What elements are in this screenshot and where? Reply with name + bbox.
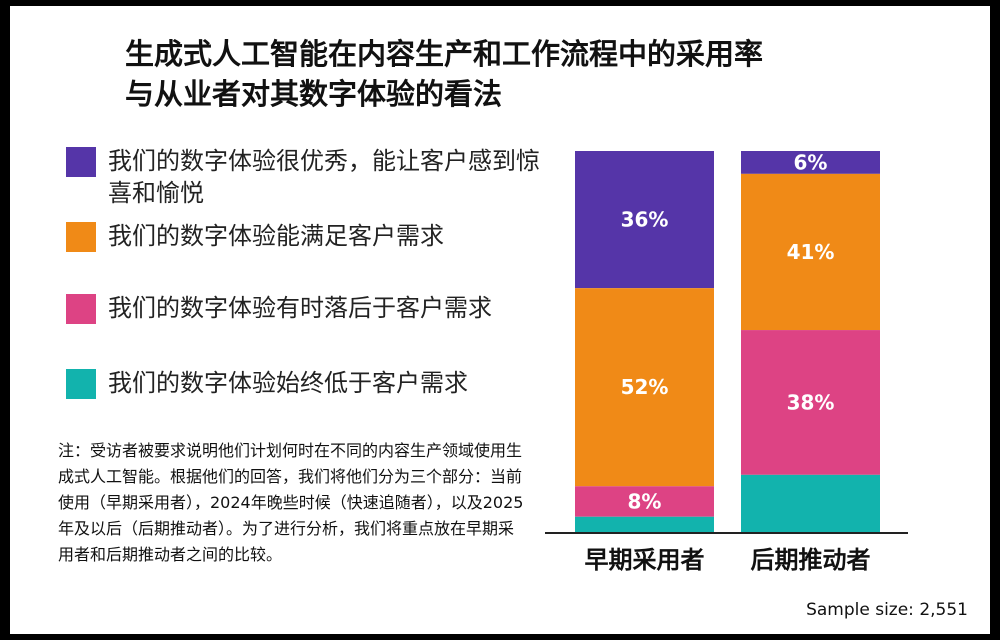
bar-segment xyxy=(575,516,714,532)
legend-label: 我们的数字体验始终低于客户需求 xyxy=(108,369,468,397)
footnote: 注：受访者被要求说明他们计划何时在不同的内容生产领域使用生成式人工智能。根据他们… xyxy=(58,441,524,564)
legend-item-excellent: 我们的数字体验很优秀，能让客户感到惊喜和愉悦 xyxy=(66,145,548,209)
legend-label: 我们的数字体验很优秀，能让客户感到惊喜和愉悦 xyxy=(108,147,540,207)
legend-swatch-orange xyxy=(66,222,96,252)
title-line-1: 生成式人工智能在内容生产和工作流程中的采用率 xyxy=(125,37,764,71)
bar-segment xyxy=(575,151,714,289)
category-label: 早期采用者 xyxy=(585,546,705,574)
bar-segment xyxy=(741,474,880,532)
data-label: 52% xyxy=(621,375,669,399)
data-label: 8% xyxy=(628,490,662,514)
title-line-2: 与从业者对其数字体验的看法 xyxy=(125,77,503,111)
legend-swatch-pink xyxy=(66,294,96,324)
legend-label: 我们的数字体验能满足客户需求 xyxy=(108,222,444,250)
sample-size: Sample size: 2,551 xyxy=(806,600,968,620)
data-label: 41% xyxy=(787,240,835,264)
category-label: 后期推动者 xyxy=(751,546,871,574)
bar-segment xyxy=(741,173,880,331)
data-label: 36% xyxy=(621,208,669,232)
legend-item-sometimes-behind: 我们的数字体验有时落后于客户需求 xyxy=(66,292,548,324)
legend-item-meets: 我们的数字体验能满足客户需求 xyxy=(66,220,548,252)
legend-item-always-below: 我们的数字体验始终低于客户需求 xyxy=(66,367,548,399)
bar-segment xyxy=(741,330,880,475)
bar-segment xyxy=(575,486,714,517)
bar-segment xyxy=(575,288,714,487)
bar-segment xyxy=(741,151,880,174)
legend-swatch-teal xyxy=(66,369,96,399)
legend-swatch-purple xyxy=(66,147,96,177)
data-label: 38% xyxy=(787,390,835,414)
chart-title: 生成式人工智能在内容生产和工作流程中的采用率 与从业者对其数字体验的看法 xyxy=(125,34,885,114)
data-label: 6% xyxy=(794,150,828,174)
legend-label: 我们的数字体验有时落后于客户需求 xyxy=(108,294,492,322)
